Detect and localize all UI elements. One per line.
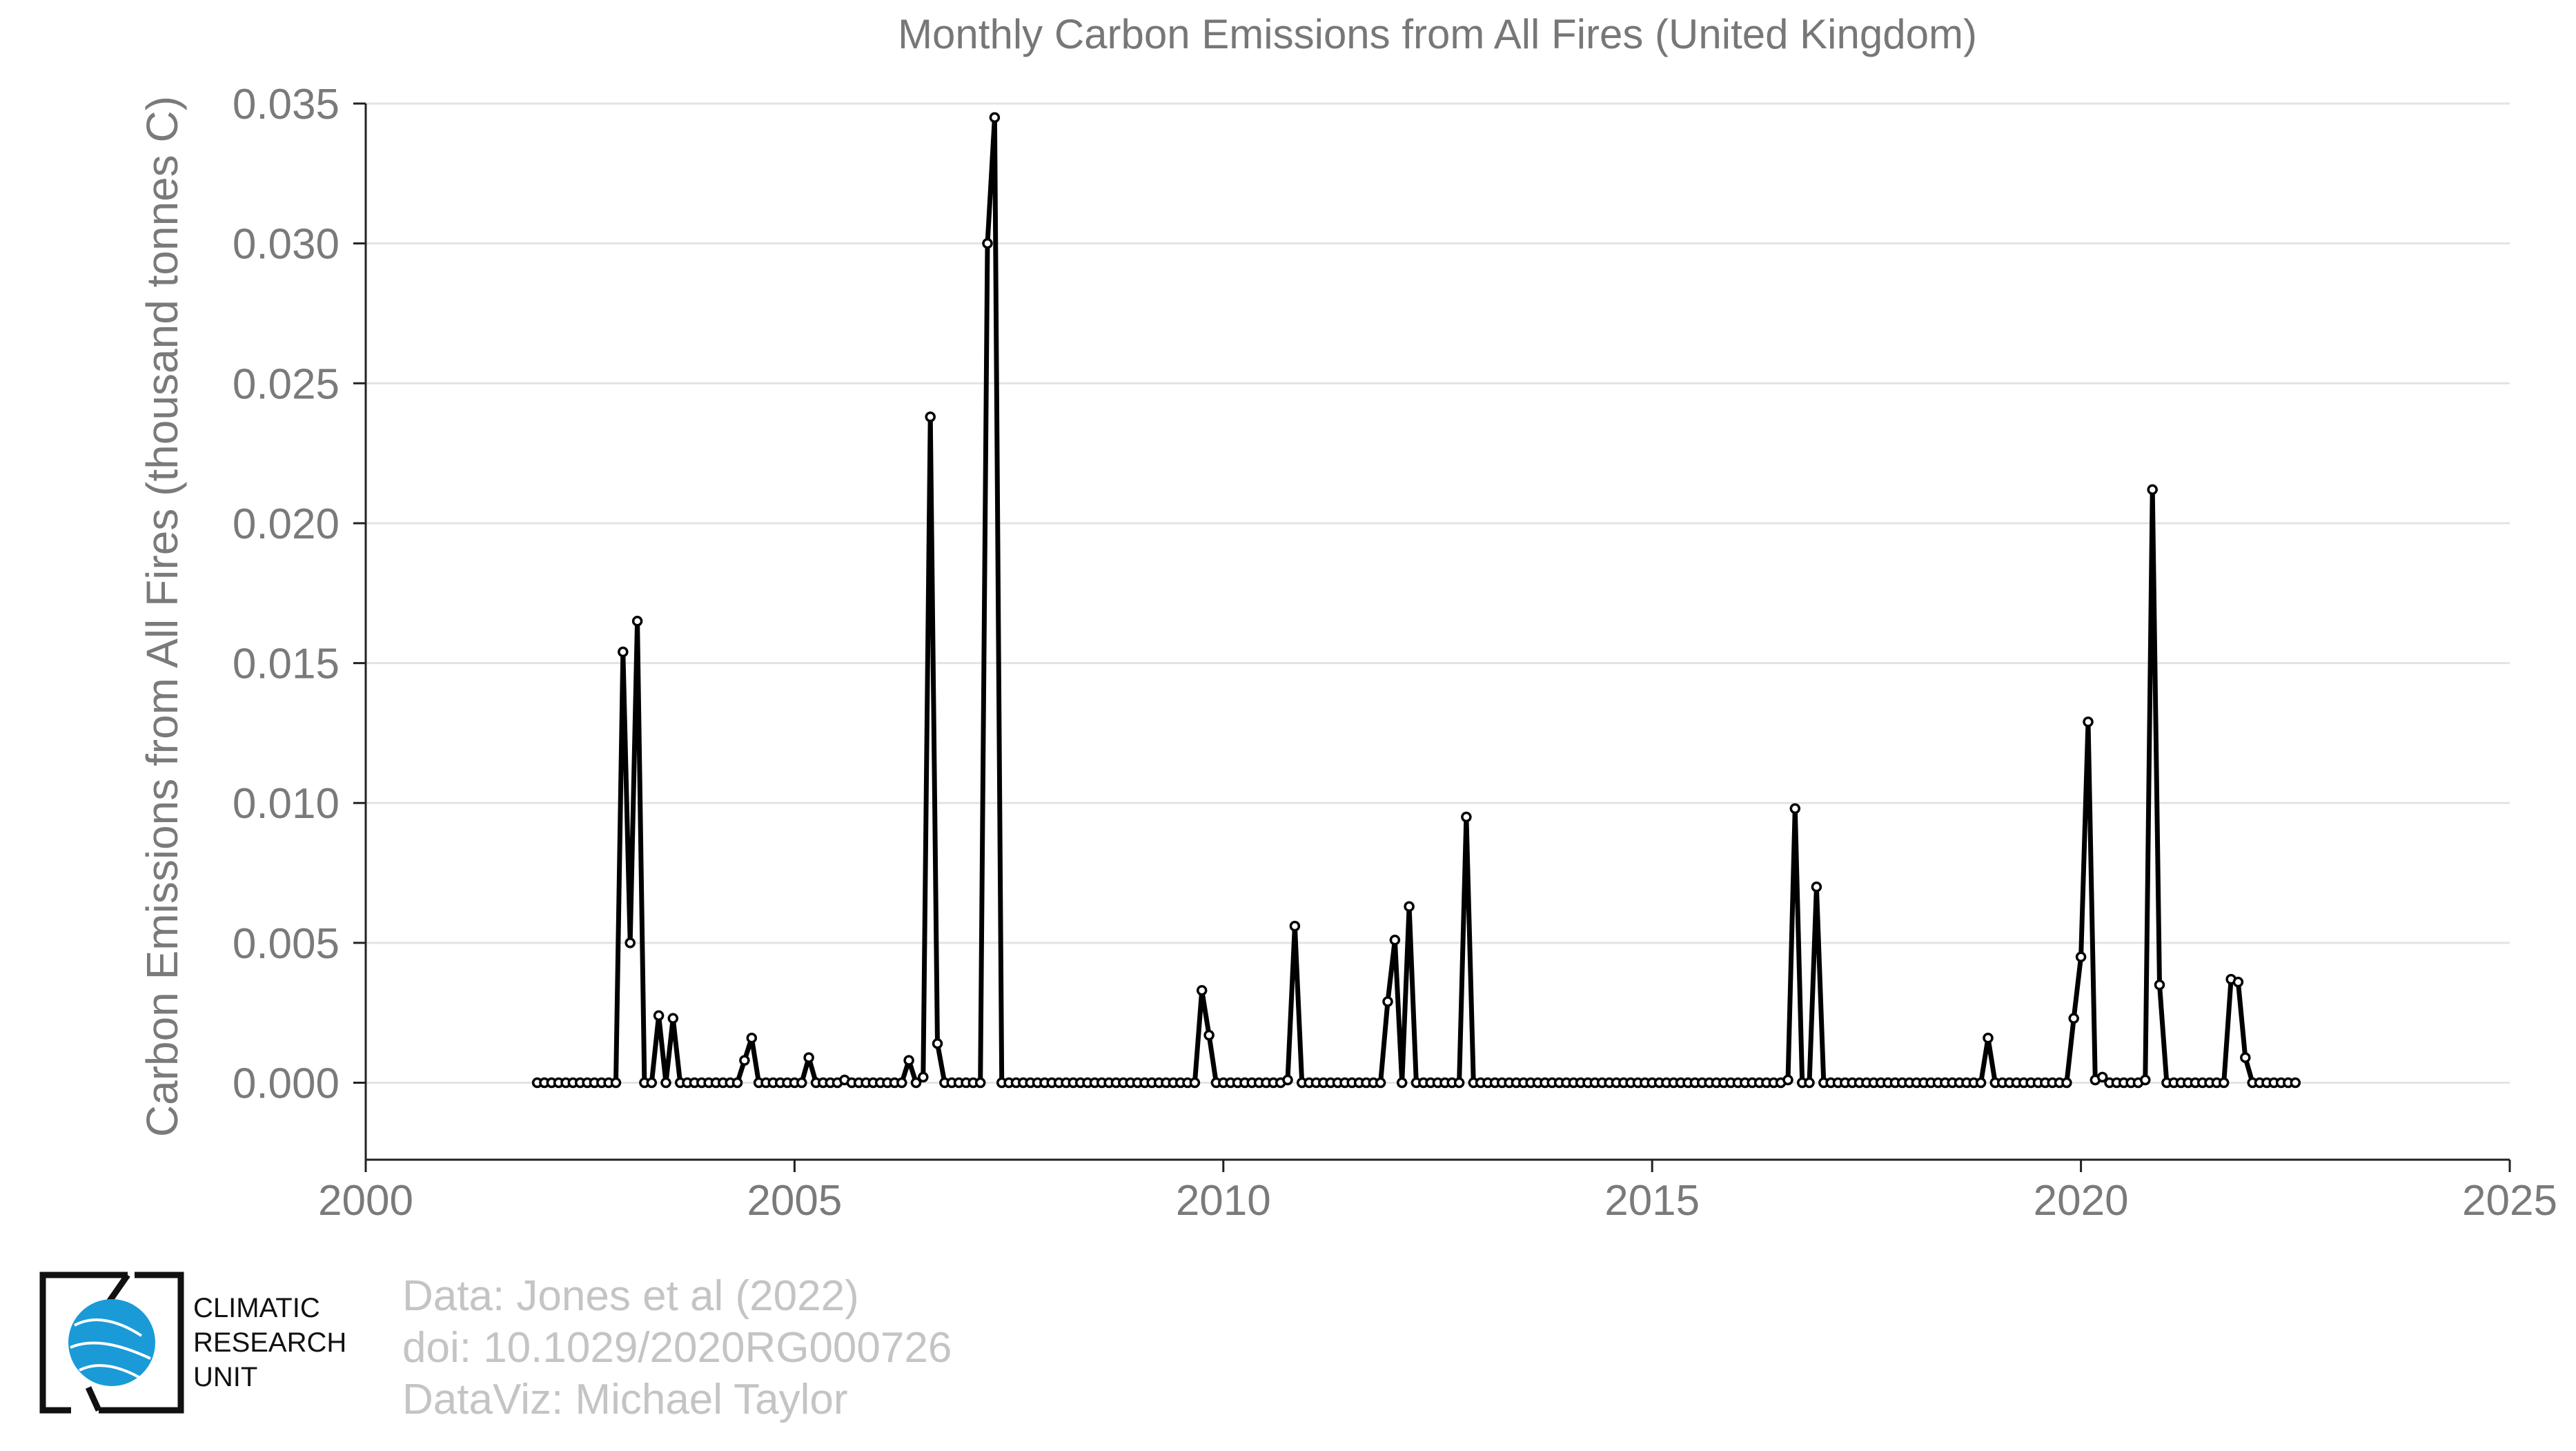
- credit-data-source: Data: Jones et al (2022): [402, 1272, 859, 1320]
- data-point: [1189, 1077, 1201, 1089]
- data-point: [1782, 1074, 1793, 1086]
- data-point: [918, 1071, 929, 1083]
- data-point: [2147, 484, 2158, 496]
- credit-doi: doi: 10.1029/2020RG000726: [402, 1324, 952, 1372]
- cru-logo-text: CLIMATIC RESEARCH UNIT: [193, 1291, 346, 1394]
- data-point: [2218, 1077, 2230, 1089]
- y-tick-label: 0.030: [233, 221, 340, 269]
- y-tick-label: 0.000: [233, 1060, 340, 1108]
- data-point: [1396, 1077, 1408, 1089]
- x-tick-label: 2025: [2462, 1177, 2557, 1225]
- data-point: [731, 1077, 743, 1089]
- data-point: [667, 1013, 679, 1024]
- y-tick-label: 0.025: [233, 360, 340, 408]
- data-point: [1404, 901, 1415, 912]
- data-point: [974, 1077, 986, 1089]
- data-point: [932, 1038, 943, 1049]
- cru-logo: [39, 1272, 184, 1414]
- data-point: [1789, 803, 1801, 815]
- data-point: [1375, 1077, 1386, 1089]
- series-layer: [531, 112, 2301, 1089]
- data-point: [1289, 920, 1301, 932]
- data-point: [1811, 882, 1822, 893]
- chart-title: Monthly Carbon Emissions from All Fires …: [898, 11, 1977, 57]
- logo-bracket-left-icon: [39, 1272, 128, 1414]
- logo-line-2: RESEARCH: [193, 1327, 347, 1358]
- data-point: [1196, 985, 1208, 996]
- data-point: [1983, 1032, 1994, 1044]
- data-point: [1282, 1074, 1293, 1086]
- logo-line-3: UNIT: [193, 1362, 258, 1392]
- data-point: [610, 1077, 622, 1089]
- x-tick-label: 2005: [747, 1177, 842, 1225]
- x-tick-label: 2000: [318, 1177, 413, 1225]
- data-point: [660, 1077, 671, 1089]
- y-tick-label: 0.020: [233, 500, 340, 548]
- data-point: [1453, 1077, 1465, 1089]
- data-point: [2096, 1071, 2108, 1083]
- data-point: [1975, 1077, 1987, 1089]
- data-point: [796, 1077, 807, 1089]
- data-point: [2290, 1077, 2301, 1089]
- logo-line-1: CLIMATIC: [193, 1293, 320, 1323]
- y-tick-label: 0.035: [233, 81, 340, 128]
- globe-swirl-icon: [70, 1318, 151, 1382]
- data-point: [746, 1032, 758, 1044]
- data-point: [2232, 976, 2244, 988]
- y-tick-label: 0.005: [233, 920, 340, 968]
- gridlines: [366, 102, 2510, 1084]
- globe-icon: [68, 1299, 155, 1386]
- data-point: [646, 1077, 658, 1089]
- data-point: [618, 646, 629, 658]
- data-point: [1461, 811, 1472, 823]
- y-tick-label: 0.015: [233, 641, 340, 688]
- data-point: [989, 112, 1001, 124]
- data-point: [803, 1052, 814, 1063]
- data-point: [903, 1055, 914, 1066]
- x-tick-label: 2010: [1176, 1177, 1271, 1225]
- data-point: [2083, 716, 2094, 728]
- x-tick-label: 2015: [1604, 1177, 1700, 1225]
- data-point: [1382, 996, 1393, 1007]
- data-point: [1804, 1077, 1815, 1089]
- data-point: [739, 1055, 750, 1066]
- x-tick-label: 2020: [2034, 1177, 2129, 1225]
- data-point: [2068, 1013, 2079, 1024]
- series-line: [537, 115, 2296, 1085]
- data-point: [625, 937, 636, 948]
- data-point: [1389, 935, 1401, 946]
- data-point: [896, 1077, 907, 1089]
- y-tick-label: 0.010: [233, 780, 340, 828]
- data-point: [910, 1077, 922, 1089]
- data-point: [2140, 1074, 2151, 1086]
- y-axis-label: Carbon Emissions from All Fires (thousan…: [137, 96, 187, 1137]
- credit-dataviz: DataViz: Michael Taylor: [402, 1376, 848, 1423]
- data-point: [2075, 951, 2087, 962]
- data-point: [631, 616, 643, 627]
- logo-bracket-right-icon: [99, 1272, 184, 1414]
- axes: 0.000 0.005 0.010 0.015 0.020 0.025 0.030 0.035…: [233, 81, 2557, 1225]
- data-point: [982, 237, 993, 249]
- credits: Data: Jones et al (2022) doi: 10.1029/20…: [402, 1270, 952, 1425]
- data-point: [2240, 1052, 2251, 1063]
- data-point: [2154, 979, 2165, 991]
- data-point: [925, 411, 936, 422]
- data-point: [1203, 1029, 1215, 1041]
- data-point: [653, 1010, 665, 1022]
- data-point: [2061, 1077, 2072, 1089]
